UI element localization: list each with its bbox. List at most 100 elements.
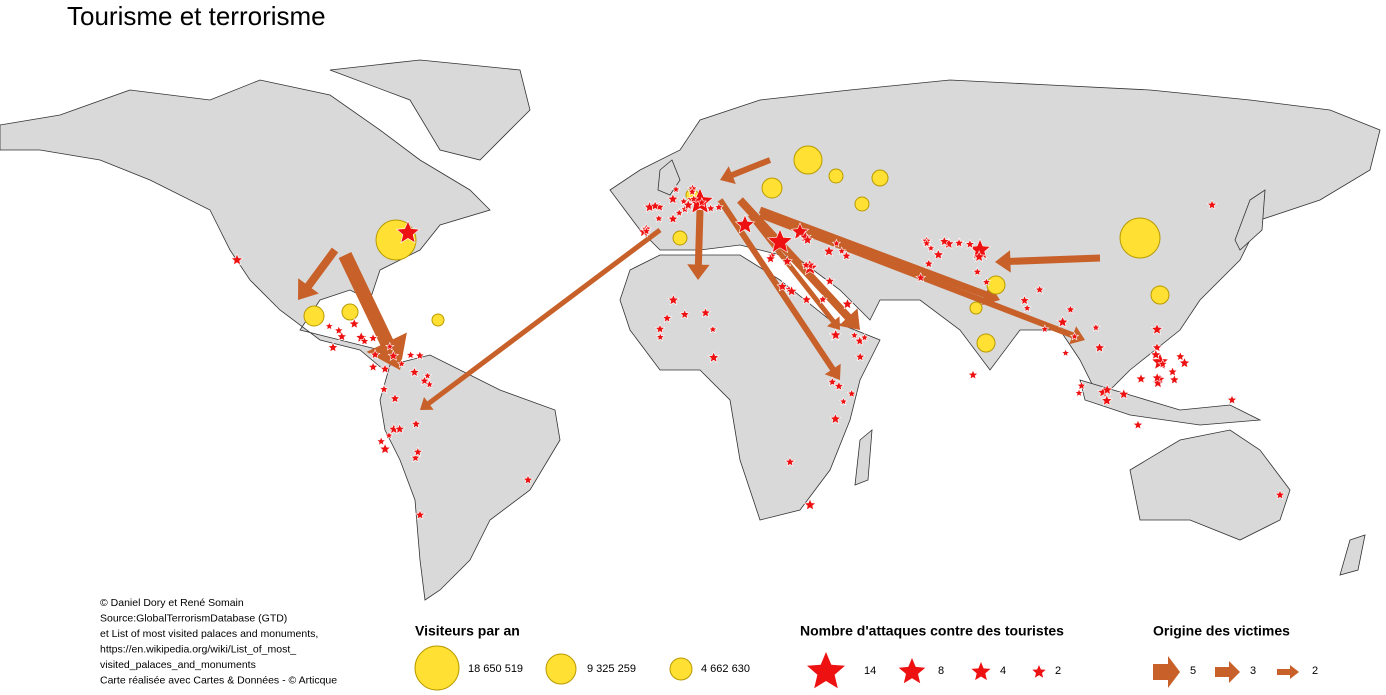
attack-star: [707, 351, 720, 363]
legend-star: [971, 662, 991, 681]
attack-star: [831, 238, 842, 248]
legend-arrow: [1277, 665, 1299, 679]
attack-star: [696, 197, 708, 208]
attack-star: [846, 388, 857, 399]
attack-star: [327, 341, 339, 353]
visitor-circle: [854, 196, 870, 212]
attack-star: [841, 250, 852, 261]
visitor-circle: [871, 169, 889, 187]
attack-star: [921, 238, 932, 248]
attack-star: [1040, 324, 1050, 334]
attack-star: [708, 324, 718, 334]
attack-star: [1157, 358, 1169, 369]
attack-star: [395, 220, 421, 244]
attack-star: [923, 258, 935, 269]
attack-star: [1019, 294, 1031, 306]
attack-star: [405, 349, 416, 360]
attack-star: [419, 375, 430, 386]
attack-star: [389, 392, 401, 404]
indonesia: [1079, 379, 1262, 426]
attack-star: [412, 446, 424, 457]
attack-star: [688, 193, 699, 204]
attack-star: [1117, 388, 1130, 400]
attack-star: [781, 255, 794, 267]
flow-arrow: [298, 247, 339, 300]
legend-title: Nombre d'attaques contre des touristes: [800, 623, 1064, 639]
visitor-circle: [986, 275, 1006, 295]
attack-star: [766, 228, 794, 254]
attack-star: [1151, 376, 1165, 389]
flow-arrow: [995, 250, 1101, 273]
attack-star: [1167, 366, 1179, 377]
attack-star: [359, 335, 370, 346]
attack-star: [333, 325, 344, 335]
attack-star: [667, 293, 680, 306]
attack-star: [1168, 374, 1180, 385]
legend-circle: [414, 645, 460, 691]
attack-star: [1061, 348, 1071, 358]
attack-star: [649, 200, 661, 211]
attack-star: [967, 369, 979, 380]
credit-line: Carte réalisée avec Cartes & Données - ©…: [100, 674, 337, 686]
attack-star: [661, 312, 673, 323]
attack-star: [1178, 356, 1191, 369]
visitor-circle: [976, 333, 996, 353]
attack-star: [1274, 489, 1286, 500]
attack-star: [379, 363, 391, 374]
attack-star: [367, 332, 379, 343]
attack-star: [734, 214, 756, 234]
attack-star: [801, 259, 812, 270]
attack-star: [981, 277, 992, 287]
legend-title: Origine des victimes: [1153, 623, 1290, 639]
attack-star: [682, 198, 695, 211]
attack-star: [854, 351, 866, 362]
attack-star: [817, 294, 828, 304]
attack-star: [1074, 388, 1084, 398]
credit-line: https://en.wikipedia.org/wiki/List_of_mo…: [100, 643, 296, 655]
attack-star: [376, 436, 387, 446]
attack-star: [1091, 322, 1101, 332]
visitor-circle: [341, 303, 359, 321]
attack-star: [378, 442, 392, 455]
attack-star: [838, 396, 849, 406]
attack-star: [932, 248, 945, 260]
attack-star: [926, 243, 936, 253]
legend-arrow: [1215, 661, 1240, 683]
visitor-circle: [828, 168, 844, 184]
attack-star: [1022, 303, 1032, 313]
attack-star: [387, 349, 400, 361]
attack-star: [1151, 371, 1164, 384]
attack-star: [414, 350, 426, 361]
legend-label: 9 325 259: [587, 663, 636, 675]
attack-star: [915, 272, 927, 283]
attack-star: [1151, 341, 1163, 353]
attack-star: [1101, 383, 1114, 396]
attack-star: [849, 330, 860, 340]
legend-label: 2: [1055, 665, 1061, 677]
visitor-circle: [761, 177, 783, 199]
attack-star: [397, 359, 407, 368]
attack-star: [1093, 341, 1106, 353]
credit-line: visited_palaces_and_monuments: [100, 659, 256, 671]
attack-star: [679, 308, 691, 320]
north-america: [0, 79, 491, 376]
attack-star: [833, 380, 845, 391]
title: Tourisme et terrorisme: [67, 1, 326, 31]
flow-arrow: [737, 197, 860, 330]
legend-label: 8: [938, 665, 944, 677]
attack-star: [348, 317, 361, 329]
attack-star: [422, 370, 433, 380]
attack-star: [687, 186, 698, 197]
legend-circle: [669, 657, 693, 681]
legend-title: Visiteurs par an: [415, 623, 520, 639]
attack-star: [964, 238, 976, 249]
legend-star: [1032, 665, 1046, 678]
flow-arrow: [720, 157, 772, 184]
credits: © Daniel Dory et René Somain Source:Globa…: [100, 597, 337, 687]
attack-star: [776, 280, 789, 292]
flow-arrow: [420, 228, 662, 410]
attack-star: [667, 213, 679, 224]
legend-label: 18 650 519: [468, 663, 523, 675]
legend-label: 3: [1250, 665, 1256, 677]
